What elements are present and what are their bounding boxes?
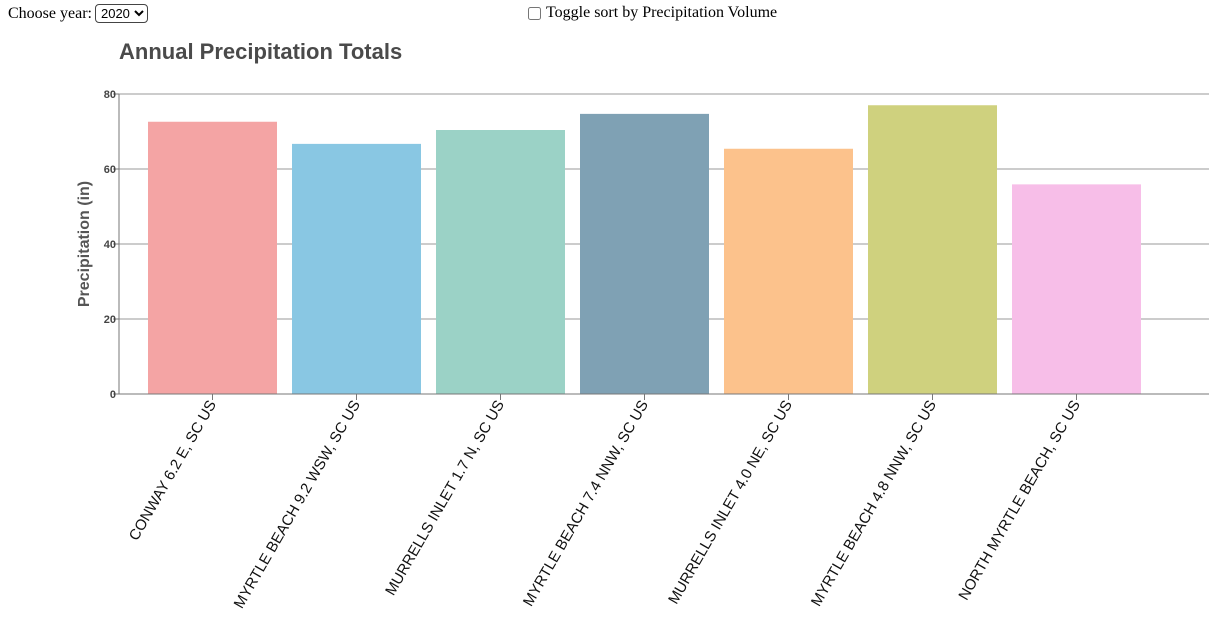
y-tick-label: 80 [104, 89, 116, 101]
x-tick-label: MYRTLE BEACH 7.4 NNW, SC US [520, 398, 652, 610]
x-tick-label: MURRELLS INLET 1.7 N, SC US [382, 398, 508, 599]
x-tick-label: CONWAY 6.2 E, SC US [126, 398, 220, 544]
year-select[interactable]: 2020 [94, 4, 148, 23]
y-tick-label: 60 [104, 164, 116, 176]
y-tick-label: 20 [104, 314, 116, 326]
year-control: Choose year: 2020 [8, 4, 148, 23]
x-tick-label: MYRTLE BEACH 4.8 NNW, SC US [808, 398, 940, 610]
sort-toggle-label: Toggle sort by Precipitation Volume [546, 4, 778, 21]
bars [148, 105, 1141, 394]
sort-toggle-checkbox[interactable] [528, 6, 541, 20]
bar[interactable] [580, 113, 709, 394]
sort-toggle[interactable]: Toggle sort by Precipitation Volume [528, 4, 777, 22]
x-tick-label: NORTH MYRTLE BEACH, SC US [955, 398, 1084, 604]
y-tick-label: 0 [110, 389, 116, 401]
bar[interactable] [436, 130, 565, 394]
chart-title: Annual Precipitation Totals [119, 39, 402, 64]
bar[interactable] [148, 121, 277, 394]
bar[interactable] [1012, 184, 1141, 394]
x-tick-label: MURRELLS INLET 4.0 NE, SC US [665, 398, 796, 608]
x-tick-label: MYRTLE BEACH 9.2 WSW, SC US [231, 398, 364, 612]
y-axis-label: Precipitation (in) [76, 181, 93, 307]
bar[interactable] [292, 143, 421, 394]
bar[interactable] [868, 105, 997, 394]
year-label: Choose year: [8, 4, 92, 22]
y-tick-label: 40 [104, 239, 116, 251]
bar[interactable] [724, 148, 853, 394]
